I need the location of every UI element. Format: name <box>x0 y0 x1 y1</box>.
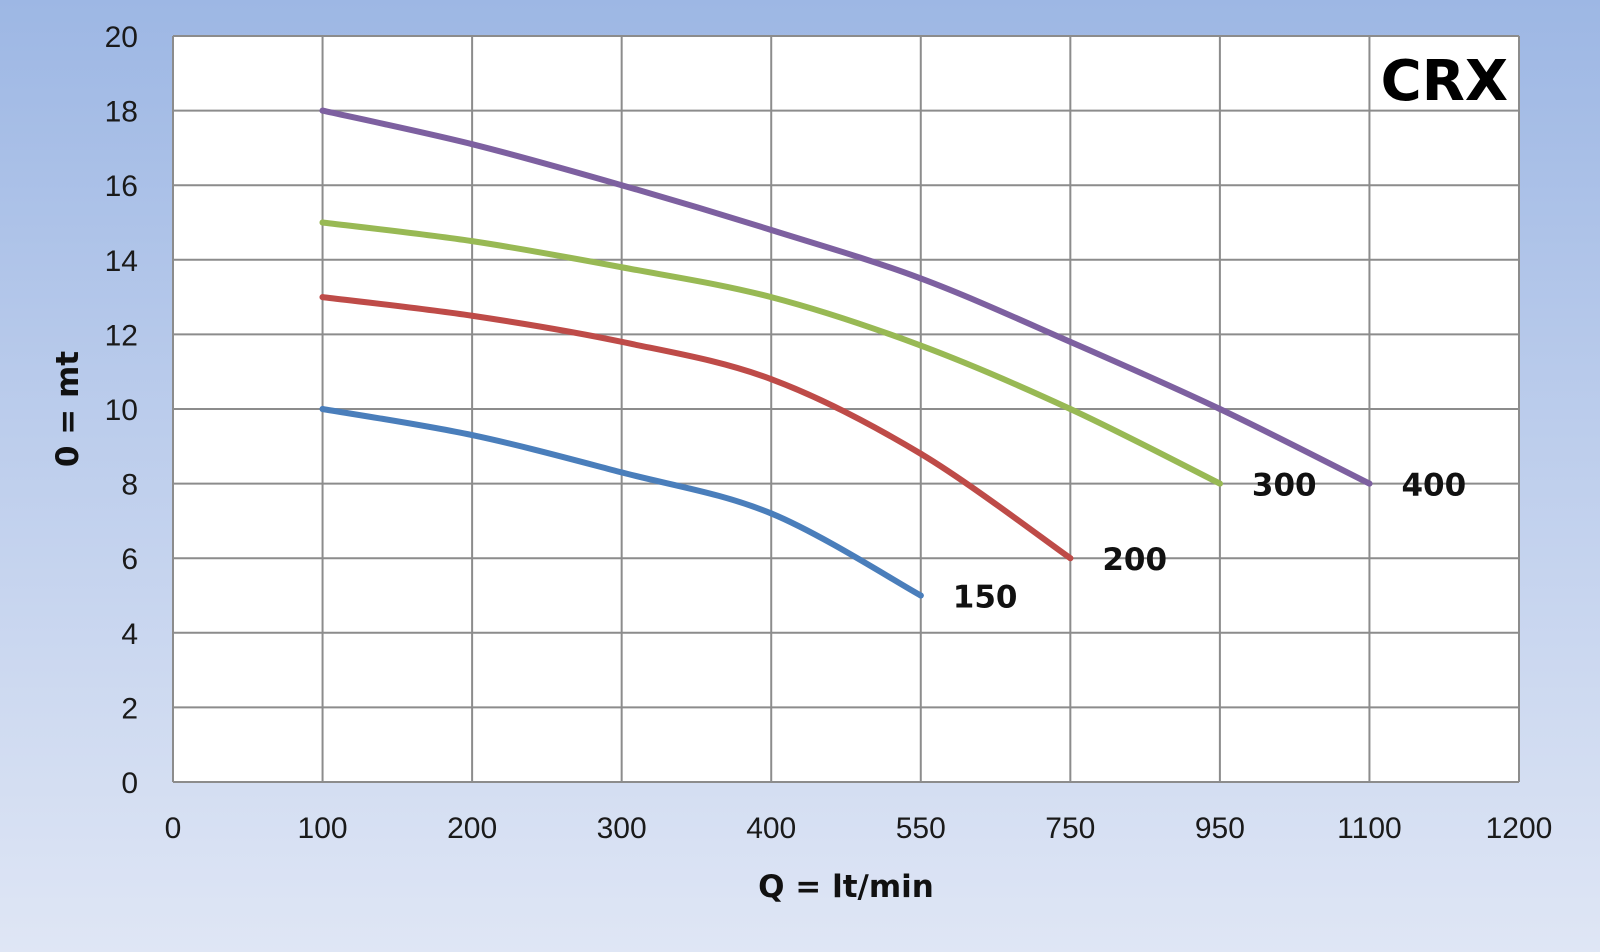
y-tick-label: 0 <box>121 767 138 800</box>
y-tick-label: 4 <box>121 618 138 651</box>
data-point-200-100 <box>319 294 326 301</box>
series-label-150: 150 <box>953 580 1018 616</box>
x-tick-label: 0 <box>165 812 182 845</box>
data-point-300-950 <box>1216 480 1223 487</box>
y-axis: 0 2 4 6 8 10 12 14 16 18 20 <box>105 21 138 800</box>
series-group: 150 200 300 400 <box>319 107 1466 616</box>
x-tick-label: 750 <box>1045 812 1095 845</box>
x-tick-label: 200 <box>447 812 497 845</box>
x-axis-title: Q = lt/min <box>758 869 934 905</box>
data-point-150-200 <box>469 432 476 439</box>
x-axis: 0 100 200 300 400 550 750 950 1100 1200 <box>165 812 1553 845</box>
series-line-400 <box>319 107 1373 487</box>
x-tick-label: 1100 <box>1337 812 1402 845</box>
data-point-200-550 <box>917 450 924 457</box>
data-point-300-550 <box>917 342 924 349</box>
y-tick-label: 10 <box>105 394 138 427</box>
data-point-300-750 <box>1067 406 1074 412</box>
data-point-400-550 <box>917 275 924 282</box>
data-point-400-100 <box>319 107 326 114</box>
data-point-150-550 <box>917 592 924 599</box>
y-tick-label: 14 <box>105 245 138 278</box>
series-label-400: 400 <box>1401 468 1466 504</box>
data-point-400-750 <box>1067 338 1074 345</box>
data-point-200-400 <box>768 376 775 383</box>
data-point-300-100 <box>319 219 326 226</box>
y-tick-label: 20 <box>105 21 138 54</box>
data-point-400-1100 <box>1366 480 1373 487</box>
data-point-150-100 <box>319 406 326 412</box>
data-point-200-200 <box>469 312 476 319</box>
y-axis-title: 0 = mt <box>50 351 86 467</box>
x-tick-label: 950 <box>1195 812 1245 845</box>
y-tick-label: 8 <box>121 469 138 502</box>
data-point-400-300 <box>618 182 625 189</box>
chart-title: CRX <box>1381 49 1508 114</box>
data-point-200-300 <box>618 338 625 345</box>
data-point-200-750 <box>1067 555 1074 562</box>
x-tick-label: 100 <box>298 812 348 845</box>
y-tick-label: 16 <box>105 170 138 203</box>
data-point-150-300 <box>618 469 625 476</box>
data-point-400-950 <box>1216 406 1223 412</box>
series-line-200 <box>319 294 1074 562</box>
x-tick-label: 400 <box>746 812 796 845</box>
data-point-300-300 <box>618 264 625 271</box>
series-label-200: 200 <box>1102 542 1167 578</box>
x-tick-label: 1200 <box>1486 812 1553 845</box>
data-point-300-200 <box>469 238 476 245</box>
y-tick-label: 18 <box>105 96 138 129</box>
data-point-300-400 <box>768 294 775 301</box>
y-tick-label: 2 <box>121 692 138 725</box>
y-tick-label: 12 <box>105 319 138 352</box>
x-tick-label: 550 <box>896 812 946 845</box>
data-point-400-200 <box>469 141 476 148</box>
x-tick-label: 300 <box>597 812 647 845</box>
data-point-400-400 <box>768 226 775 233</box>
series-label-300: 300 <box>1252 468 1317 504</box>
y-tick-label: 6 <box>121 543 138 576</box>
data-point-150-400 <box>768 510 775 517</box>
grid <box>172 35 1520 783</box>
